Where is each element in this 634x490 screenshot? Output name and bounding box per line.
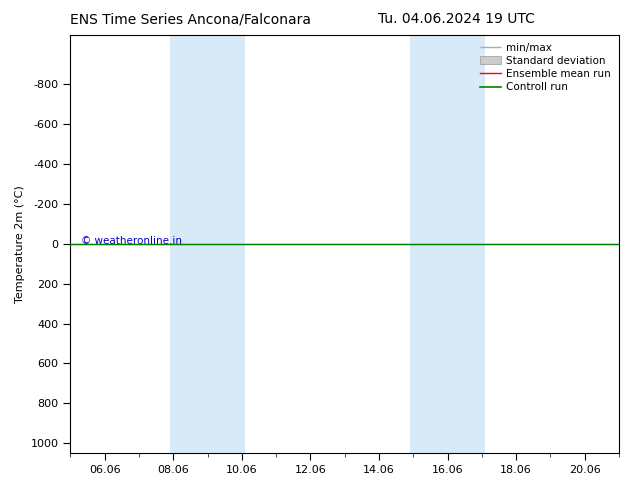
Bar	[410, 35, 485, 453]
Bar	[170, 35, 245, 453]
Text: © weatheronline.in: © weatheronline.in	[81, 236, 183, 245]
Text: Tu. 04.06.2024 19 UTC: Tu. 04.06.2024 19 UTC	[378, 12, 535, 26]
Legend: min/max, Standard deviation, Ensemble mean run, Controll run: min/max, Standard deviation, Ensemble me…	[477, 40, 614, 96]
Text: ENS Time Series Ancona/Falconara: ENS Time Series Ancona/Falconara	[70, 12, 311, 26]
Y-axis label: Temperature 2m (°C): Temperature 2m (°C)	[15, 185, 25, 303]
